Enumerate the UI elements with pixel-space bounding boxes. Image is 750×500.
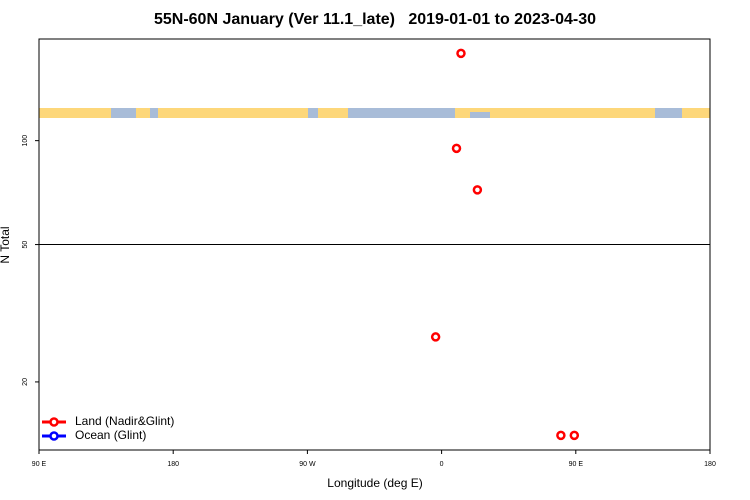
point	[430, 332, 441, 342]
x-tick-label: 180	[704, 461, 716, 468]
map-strip	[39, 108, 710, 118]
y-tick-label: 50	[22, 241, 29, 249]
y-tick-label: 20	[22, 378, 29, 386]
point	[472, 185, 483, 195]
x-tick-label: 180	[167, 461, 179, 468]
legend-marker	[49, 417, 59, 427]
point	[556, 430, 566, 441]
y-tick-label: 100	[22, 135, 29, 147]
chart-title: 55N-60N January (Ver 11.1_late) 2019-01-…	[154, 11, 596, 28]
x-tick-label: 0	[440, 461, 444, 468]
y-axis-label: N Total	[0, 226, 12, 263]
x-tick-label: 90 E	[569, 461, 584, 468]
point	[456, 48, 466, 59]
legend-label: Ocean (Glint)	[75, 428, 146, 442]
point	[569, 430, 580, 441]
x-tick-label: 90 E	[32, 461, 47, 468]
legend-marker	[49, 431, 59, 441]
point	[451, 143, 462, 154]
x-axis-label: Longitude (deg E)	[327, 476, 422, 490]
legend-label: Land (Nadir&Glint)	[75, 414, 174, 428]
x-tick-label: 90 W	[299, 461, 316, 468]
